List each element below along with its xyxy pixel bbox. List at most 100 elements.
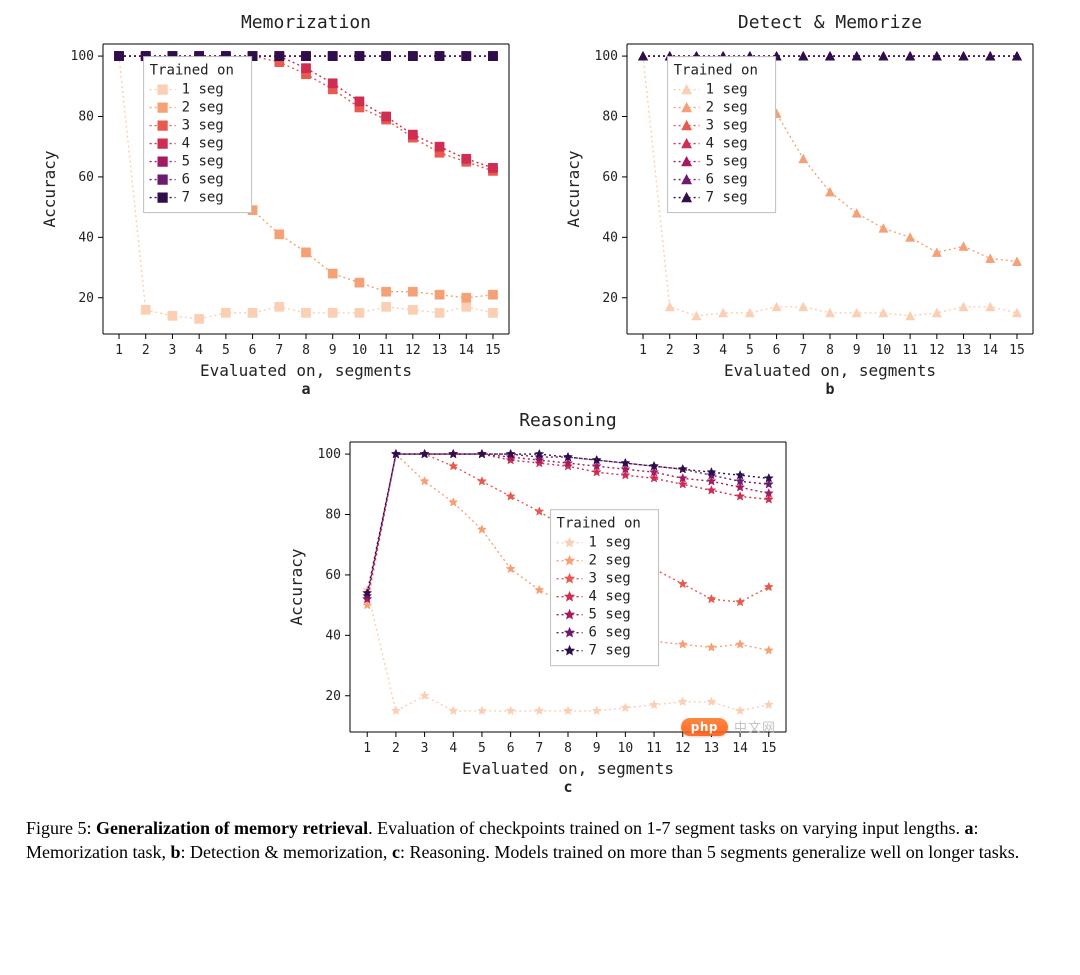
series-marker [638, 51, 647, 60]
caption-body1: . Evaluation of checkpoints trained on 1… [368, 818, 964, 838]
series-marker [420, 477, 429, 485]
series-marker [879, 51, 888, 60]
svg-text:2 seg: 2 seg [182, 100, 224, 116]
series-marker [825, 187, 834, 196]
series-marker [408, 287, 417, 296]
svg-text:100: 100 [318, 447, 341, 462]
series-marker [764, 495, 773, 503]
svg-text:4 seg: 4 seg [706, 136, 748, 152]
svg-text:7: 7 [799, 343, 807, 358]
series-marker [799, 302, 808, 311]
series-marker [449, 706, 458, 714]
series-marker [449, 449, 458, 457]
svg-text:100: 100 [595, 49, 618, 64]
svg-text:4: 4 [719, 343, 727, 358]
series-marker [852, 209, 861, 218]
svg-text:c: c [563, 778, 572, 796]
series-marker [678, 640, 687, 648]
series-marker [736, 597, 745, 605]
series-marker [462, 154, 471, 163]
svg-text:14: 14 [982, 343, 998, 358]
chart-title: Reasoning [519, 410, 617, 431]
series-marker [506, 492, 515, 500]
svg-text:15: 15 [761, 741, 777, 756]
svg-text:8: 8 [302, 343, 310, 358]
svg-text:4: 4 [449, 741, 457, 756]
series-marker [301, 308, 310, 317]
series-marker [959, 51, 968, 60]
svg-text:5: 5 [478, 741, 486, 756]
svg-text:3 seg: 3 seg [589, 571, 631, 587]
svg-text:Evaluated on, segments: Evaluated on, segments [200, 361, 412, 380]
svg-text:2: 2 [142, 343, 150, 358]
svg-text:Trained on: Trained on [674, 63, 758, 79]
series-marker [665, 302, 674, 311]
series-marker [678, 697, 687, 705]
series-marker [328, 79, 337, 88]
svg-text:Trained on: Trained on [150, 63, 234, 79]
svg-text:80: 80 [325, 508, 341, 523]
svg-text:4 seg: 4 seg [182, 136, 224, 152]
svg-text:10: 10 [876, 343, 892, 358]
series-marker [435, 142, 444, 151]
series-marker [420, 449, 429, 457]
series-marker [408, 305, 417, 314]
caption-c-text: : Reasoning. Models trained on more than… [400, 842, 1019, 862]
series-marker [420, 691, 429, 699]
series-marker [275, 230, 284, 239]
series-marker [506, 706, 515, 714]
svg-text:5: 5 [222, 343, 230, 358]
svg-text:2 seg: 2 seg [706, 100, 748, 116]
series-marker [879, 224, 888, 233]
series-marker [449, 462, 458, 470]
figure-container: Memorization2040608010012345678910111213… [0, 0, 1080, 885]
series-marker [355, 51, 364, 60]
caption-b-label: b [170, 842, 180, 862]
top-row: Memorization2040608010012345678910111213… [20, 10, 1060, 400]
series-marker [678, 480, 687, 488]
svg-text:15: 15 [485, 343, 501, 358]
series-marker [221, 308, 230, 317]
svg-text:12: 12 [405, 343, 421, 358]
series-marker [382, 302, 391, 311]
svg-text:1 seg: 1 seg [589, 535, 631, 551]
series-marker [392, 706, 401, 714]
series-marker [462, 51, 471, 60]
series-marker [478, 477, 487, 485]
svg-text:6 seg: 6 seg [182, 172, 224, 188]
series-marker [986, 302, 995, 311]
series-marker [764, 582, 773, 590]
series-marker [692, 311, 701, 320]
svg-text:15: 15 [1009, 343, 1025, 358]
series-marker [772, 302, 781, 311]
svg-text:6: 6 [249, 343, 257, 358]
svg-text:7: 7 [535, 741, 543, 756]
svg-text:2 seg: 2 seg [589, 553, 631, 569]
svg-text:6: 6 [773, 343, 781, 358]
legend: Trained on1 seg2 seg3 seg4 seg5 seg6 seg… [551, 510, 659, 666]
series-marker [462, 293, 471, 302]
series-marker [328, 51, 337, 60]
series-marker [328, 308, 337, 317]
svg-text:14: 14 [732, 741, 748, 756]
svg-text:Trained on: Trained on [557, 516, 641, 532]
svg-text:12: 12 [929, 343, 945, 358]
series-marker [959, 242, 968, 251]
svg-text:3: 3 [421, 741, 429, 756]
series-marker [141, 305, 150, 314]
svg-text:11: 11 [378, 343, 394, 358]
svg-text:Evaluated on, segments: Evaluated on, segments [462, 759, 674, 778]
series-marker [799, 51, 808, 60]
series-marker [592, 706, 601, 714]
legend: Trained on1 seg2 seg3 seg4 seg5 seg6 seg… [144, 57, 252, 213]
legend: Trained on1 seg2 seg3 seg4 seg5 seg6 seg… [668, 57, 776, 213]
series-marker [736, 483, 745, 491]
svg-text:40: 40 [325, 628, 341, 643]
series-marker [488, 290, 497, 299]
svg-text:13: 13 [704, 741, 720, 756]
svg-text:3 seg: 3 seg [182, 118, 224, 134]
svg-text:Accuracy: Accuracy [40, 150, 59, 227]
chart-title: Memorization [241, 12, 371, 33]
svg-text:7 seg: 7 seg [182, 190, 224, 206]
caption-prefix: Figure 5: [26, 818, 96, 838]
